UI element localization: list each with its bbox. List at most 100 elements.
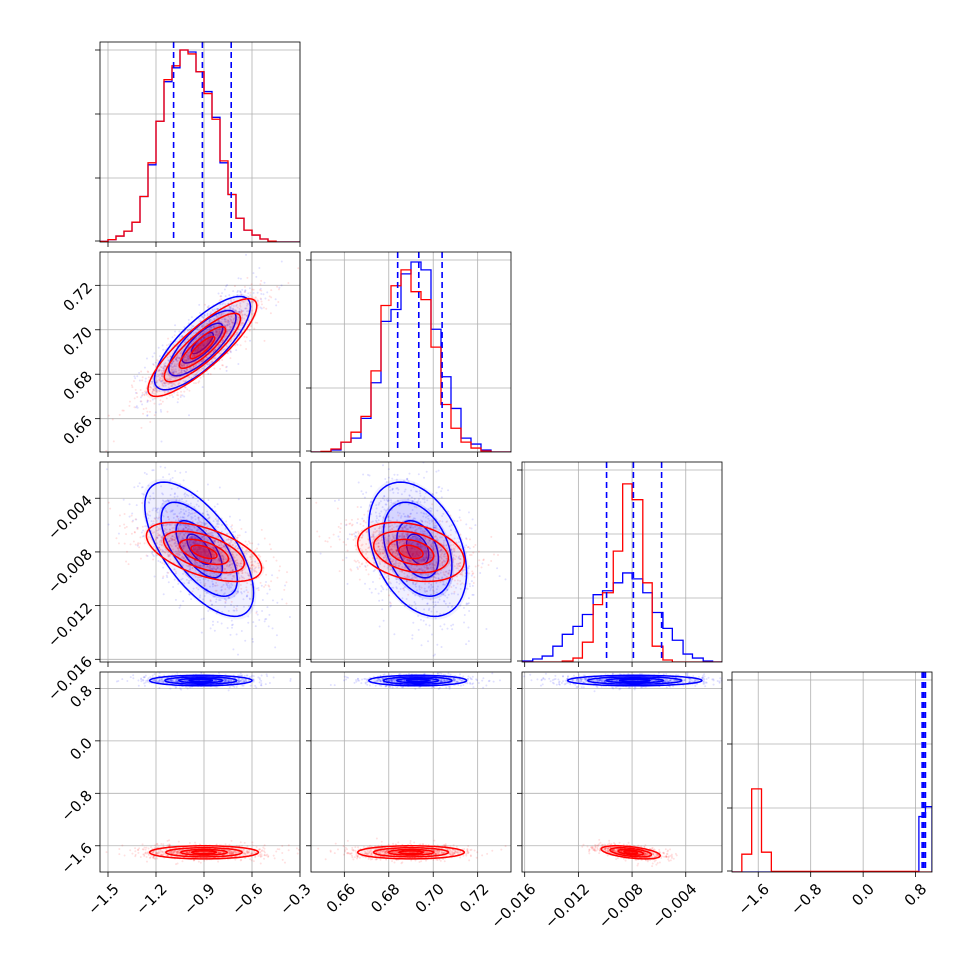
- sample-point: [381, 599, 384, 602]
- sample-point: [139, 400, 142, 403]
- sample-point: [223, 592, 226, 595]
- sample-point: [380, 530, 383, 533]
- sample-point: [210, 551, 213, 554]
- sample-point: [457, 562, 460, 565]
- sample-point: [414, 534, 417, 537]
- sample-point: [159, 548, 162, 551]
- sample-point: [170, 369, 173, 372]
- x-tick-label: −1.6: [734, 880, 772, 918]
- sample-point: [195, 561, 198, 564]
- sample-point: [136, 544, 139, 547]
- sample-point: [200, 369, 203, 372]
- sample-point: [95, 415, 97, 417]
- sample-point: [197, 552, 200, 555]
- sample-point: [424, 590, 427, 593]
- sample-point: [359, 506, 362, 509]
- sample-point: [425, 557, 428, 560]
- sample-point: [168, 523, 171, 526]
- sample-point: [370, 485, 373, 488]
- sample-point: [176, 546, 179, 549]
- sample-point: [411, 500, 414, 503]
- sample-point: [153, 385, 156, 388]
- sample-point: [187, 494, 190, 497]
- sample-point: [221, 557, 224, 560]
- sample-point: [176, 552, 179, 555]
- sample-point: [196, 550, 199, 553]
- sample-point: [421, 569, 424, 572]
- sample-point: [448, 525, 451, 528]
- histogram-group: [311, 252, 511, 452]
- sample-point: [230, 582, 233, 585]
- sample-point: [504, 578, 507, 581]
- sample-point: [107, 501, 110, 504]
- sample-point: [141, 492, 144, 495]
- sample-point: [272, 556, 275, 559]
- sample-point: [404, 515, 407, 518]
- sample-point: [217, 520, 220, 523]
- sample-point: [414, 607, 417, 610]
- sample-point: [434, 604, 437, 607]
- y-tick-label: −0.012: [44, 599, 96, 651]
- sample-point: [390, 499, 393, 502]
- sample-point: [259, 306, 262, 309]
- sample-point: [163, 364, 166, 367]
- sample-point: [218, 557, 221, 560]
- sample-point: [255, 571, 258, 574]
- sample-point: [181, 545, 184, 548]
- sample-point: [401, 570, 404, 573]
- sample-point: [158, 369, 161, 372]
- sample-point: [268, 588, 271, 591]
- sample-point: [164, 382, 167, 385]
- sample-point: [183, 395, 186, 398]
- sample-point: [161, 549, 164, 552]
- sample-point: [218, 320, 221, 323]
- sample-point: [407, 516, 410, 519]
- sample-point: [456, 579, 459, 582]
- sample-point: [134, 391, 137, 394]
- sample-point: [174, 324, 177, 327]
- sample-point: [199, 581, 202, 584]
- sample-point: [182, 572, 185, 575]
- sample-point: [216, 523, 219, 526]
- sample-point: [428, 514, 431, 517]
- sample-point: [235, 321, 238, 324]
- sample-point: [447, 571, 450, 574]
- sample-point: [225, 558, 228, 561]
- sample-point: [167, 359, 170, 362]
- sample-point: [477, 564, 480, 567]
- sample-point: [194, 559, 197, 562]
- sample-point: [189, 512, 192, 515]
- sample-point: [221, 292, 224, 295]
- sample-point: [161, 536, 164, 539]
- sample-point: [211, 534, 214, 537]
- sample-point: [419, 519, 422, 522]
- sample-point: [182, 364, 185, 367]
- sample-point: [429, 556, 432, 559]
- sample-point: [109, 507, 112, 510]
- sample-point: [174, 544, 177, 547]
- sample-point: [428, 519, 431, 522]
- sample-point: [157, 559, 160, 562]
- sample-point: [232, 531, 235, 534]
- sample-point: [394, 502, 397, 505]
- sample-point: [242, 605, 245, 608]
- sample-point: [379, 515, 382, 518]
- sample-point: [198, 546, 201, 549]
- sample-point: [221, 364, 224, 367]
- sample-point: [447, 572, 450, 575]
- density-fill-red: [192, 546, 216, 558]
- sample-point: [384, 554, 387, 557]
- sample-point: [201, 548, 204, 551]
- sample-point: [263, 537, 266, 540]
- sample-point: [445, 570, 448, 573]
- sample-point: [218, 560, 221, 563]
- sample-point: [186, 369, 189, 372]
- sample-point: [135, 504, 138, 507]
- sample-point: [194, 546, 197, 549]
- sample-point: [212, 554, 215, 557]
- sample-point: [231, 569, 234, 572]
- sample-point: [420, 520, 423, 523]
- sample-point: [179, 590, 182, 593]
- sample-point: [215, 315, 218, 318]
- sample-point: [207, 339, 210, 342]
